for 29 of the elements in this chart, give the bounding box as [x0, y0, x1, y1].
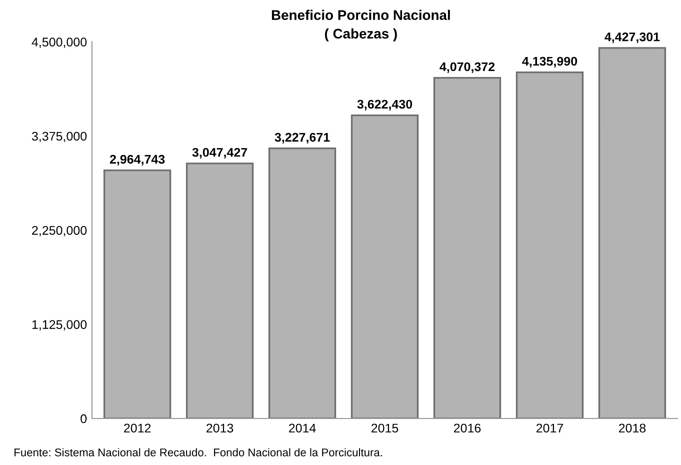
x-tick-label: 2013 [206, 424, 234, 433]
source-note: Fuente: Sistema Nacional de Recaudo. Fondo Nacional de la Porcicultura. [14, 448, 382, 456]
bar [516, 71, 584, 418]
x-tick-label: 2016 [454, 424, 481, 433]
bar [350, 114, 419, 418]
chart-subtitle: ( Cabezas ) [324, 28, 397, 42]
y-tick-label: 1,125,000 [32, 320, 87, 330]
chart-title: Beneficio Porcino Nacional [272, 10, 450, 20]
bar [186, 162, 254, 418]
data-label: 4,135,990 [522, 56, 578, 68]
x-tick-label: 2018 [618, 424, 646, 433]
x-tick-label: 2015 [371, 424, 398, 433]
bar [103, 170, 172, 418]
bar [268, 148, 336, 418]
y-tick-label: 3,375,000 [32, 132, 87, 142]
data-label: 3,622,430 [357, 100, 412, 110]
bar [433, 76, 502, 418]
data-label: 3,227,671 [274, 132, 330, 144]
y-tick-label: 2,250,000 [32, 226, 87, 236]
x-tick-label: 2012 [124, 424, 151, 433]
data-label: 4,070,372 [440, 62, 495, 73]
x-tick-label: 2014 [289, 424, 316, 433]
y-tick-label: 0 [80, 414, 87, 424]
data-label: 2,964,743 [110, 154, 165, 166]
x-tick-label: 2017 [536, 424, 564, 433]
y-tick-label: 4,500,000 [32, 38, 87, 48]
bar [598, 47, 666, 418]
data-label: 3,047,427 [192, 148, 248, 159]
data-label: 4,427,301 [604, 32, 660, 44]
